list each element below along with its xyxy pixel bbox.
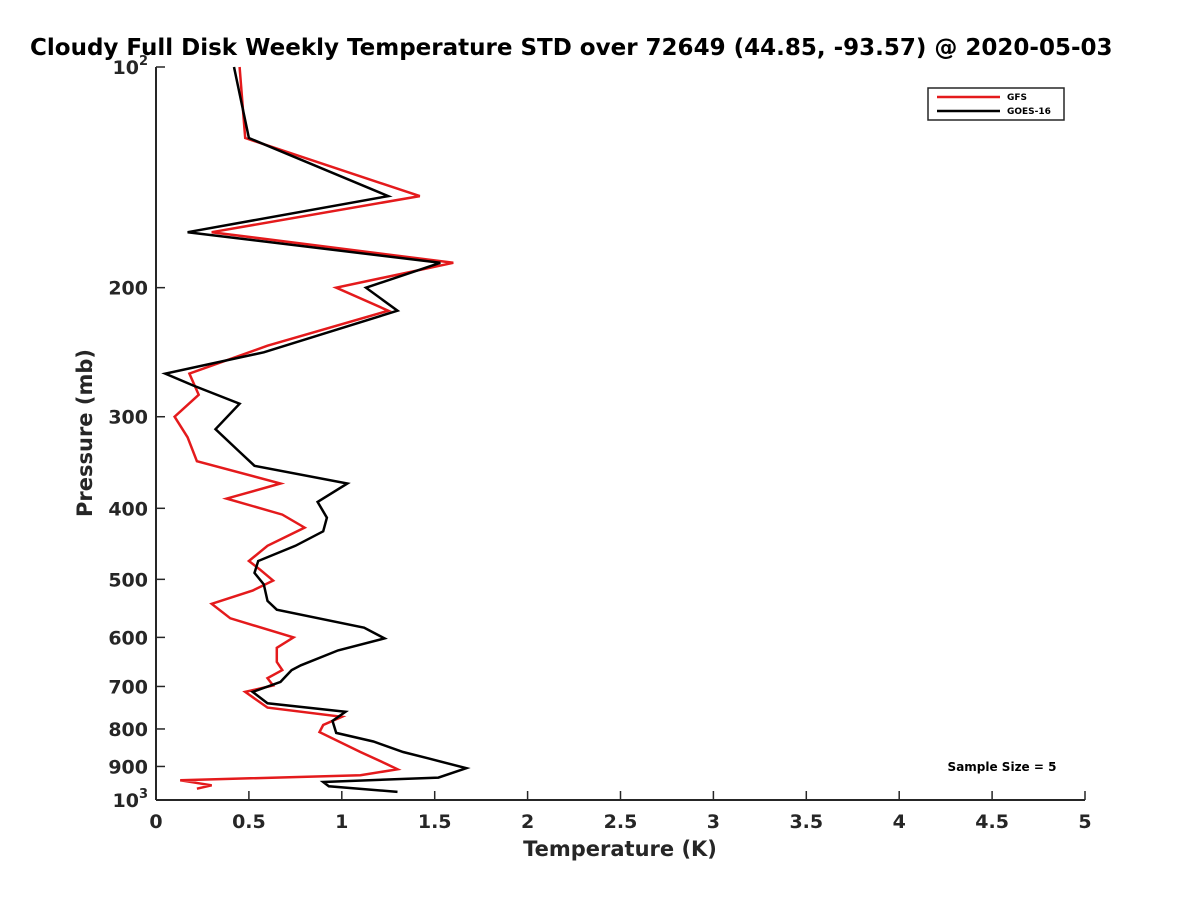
legend-label-goes-16: GOES-16 [1007, 107, 1051, 117]
legend-label-gfs: GFS [1007, 93, 1027, 103]
x-tick-label: 4.5 [975, 811, 1009, 833]
legend-box [927, 87, 1065, 121]
x-tick-label: 3.5 [789, 811, 823, 833]
x-tick-label: 4 [893, 811, 906, 833]
sample-size-annotation: Sample Size = 5 [948, 760, 1057, 774]
series-line-goes-16 [161, 66, 471, 794]
y-ticks: 102 200 300 400 500 600 700 800 900 103 [108, 54, 165, 812]
y-axis-label: Pressure (mb) [73, 349, 97, 517]
chart-title: Cloudy Full Disk Weekly Temperature STD … [30, 35, 1113, 61]
x-tick-label: 2 [521, 811, 534, 833]
x-tick-label: 2.5 [604, 811, 638, 833]
y-tick-label: 400 [108, 498, 148, 520]
y-tick-label: 600 [108, 627, 148, 649]
x-tick-label: 1.5 [418, 811, 452, 833]
y-tick-label: 900 [108, 756, 148, 778]
x-tick-label: 3 [707, 811, 720, 833]
x-tick-label: 1 [335, 811, 348, 833]
x-tick-label: 0 [149, 811, 162, 833]
y-tick-label: 700 [108, 676, 148, 698]
x-axis-label: Temperature (K) [523, 837, 717, 861]
x-tick-label: 5 [1078, 811, 1091, 833]
series-layer [161, 66, 471, 794]
y-tick-label: 500 [108, 569, 148, 591]
plot-area [156, 67, 1085, 800]
y-tick-label: 800 [108, 719, 148, 741]
y-tick-label: 300 [108, 407, 148, 429]
x-tick-label: 0.5 [232, 811, 266, 833]
y-tick-label: 103 [113, 787, 149, 812]
y-tick-label: 200 [108, 278, 148, 300]
legend: GFS GOES-16 [927, 87, 1065, 121]
y-tick-label: 102 [113, 54, 149, 79]
x-ticks: 0 0.5 1 1.5 2 2.5 3 3.5 4 4.5 5 [149, 791, 1092, 833]
